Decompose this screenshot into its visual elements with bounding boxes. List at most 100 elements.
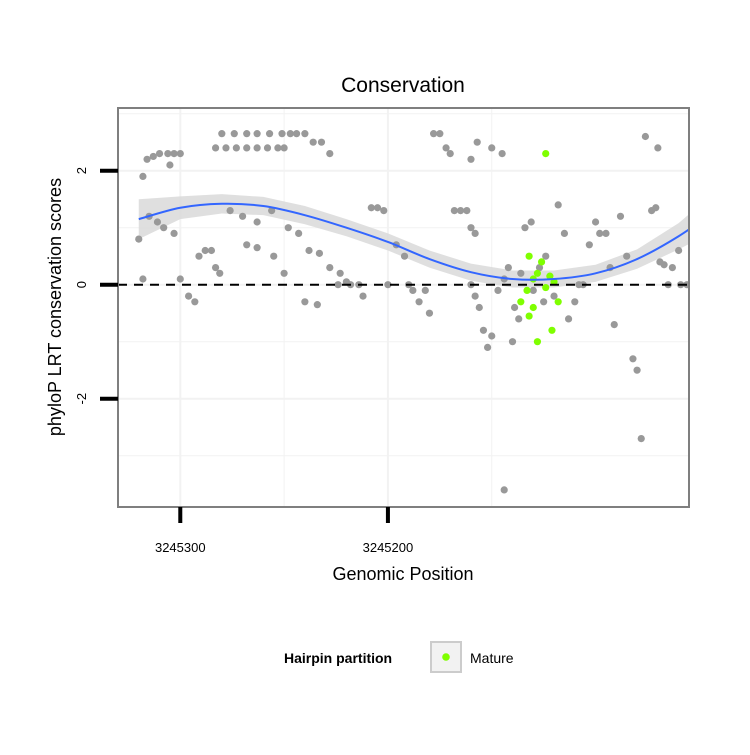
data-point-other bbox=[729, 298, 736, 305]
data-point-other bbox=[652, 204, 659, 211]
data-point-other bbox=[451, 207, 458, 214]
data-point-other bbox=[218, 130, 225, 137]
data-point-other bbox=[254, 144, 261, 151]
data-point-other bbox=[746, 241, 750, 248]
data-point-other bbox=[457, 207, 464, 214]
data-point-other bbox=[139, 275, 146, 282]
data-point-other bbox=[690, 281, 697, 288]
data-point-other bbox=[243, 144, 250, 151]
data-point-other bbox=[602, 230, 609, 237]
data-point-other bbox=[359, 293, 366, 300]
data-point-other bbox=[233, 144, 240, 151]
data-point-other bbox=[150, 153, 157, 160]
y-tick-label: 0 bbox=[74, 281, 89, 288]
data-point-other bbox=[401, 253, 408, 260]
data-point-other bbox=[430, 130, 437, 137]
data-point-other bbox=[202, 247, 209, 254]
data-point-other bbox=[463, 207, 470, 214]
data-point-other bbox=[474, 139, 481, 146]
data-point-other bbox=[733, 298, 740, 305]
data-point-other bbox=[170, 230, 177, 237]
y-tick-label: 2 bbox=[74, 167, 89, 174]
data-point-other bbox=[521, 224, 528, 231]
data-point-other bbox=[281, 144, 288, 151]
data-point-other bbox=[706, 281, 713, 288]
data-point-other bbox=[227, 207, 234, 214]
data-point-mature bbox=[530, 304, 537, 311]
data-point-other bbox=[669, 264, 676, 271]
data-point-other bbox=[717, 230, 724, 237]
data-point-other bbox=[447, 150, 454, 157]
data-point-other bbox=[334, 281, 341, 288]
data-point-other bbox=[540, 298, 547, 305]
data-point-other bbox=[185, 293, 192, 300]
data-point-other bbox=[326, 264, 333, 271]
data-point-mature bbox=[526, 312, 533, 319]
data-point-other bbox=[710, 281, 717, 288]
data-point-other bbox=[499, 150, 506, 157]
data-point-other bbox=[191, 298, 198, 305]
data-point-other bbox=[380, 207, 387, 214]
data-point-other bbox=[243, 130, 250, 137]
data-point-other bbox=[737, 315, 744, 322]
x-tick-label: 3245300 bbox=[155, 540, 206, 555]
data-point-other bbox=[654, 144, 661, 151]
legend-label-mature: Mature bbox=[470, 650, 514, 666]
data-point-other bbox=[254, 244, 261, 251]
data-point-other bbox=[326, 150, 333, 157]
data-point-other bbox=[472, 293, 479, 300]
data-point-other bbox=[281, 270, 288, 277]
data-point-mature bbox=[548, 327, 555, 334]
y-axis-title: phyloP LRT conservation scores bbox=[45, 178, 65, 436]
data-point-other bbox=[511, 304, 518, 311]
data-point-other bbox=[488, 332, 495, 339]
data-point-other bbox=[216, 270, 223, 277]
data-point-other bbox=[675, 247, 682, 254]
data-point-other bbox=[160, 224, 167, 231]
data-point-other bbox=[301, 298, 308, 305]
data-point-other bbox=[316, 250, 323, 257]
data-point-other bbox=[264, 144, 271, 151]
y-tick-label: -2 bbox=[74, 393, 89, 405]
data-point-other bbox=[426, 310, 433, 317]
data-point-other bbox=[170, 150, 177, 157]
data-point-other bbox=[422, 287, 429, 294]
data-point-other bbox=[212, 144, 219, 151]
data-point-other bbox=[741, 122, 748, 129]
x-axis-title: Genomic Position bbox=[332, 564, 473, 584]
data-point-other bbox=[301, 130, 308, 137]
data-point-other bbox=[254, 130, 261, 137]
data-point-other bbox=[305, 247, 312, 254]
data-point-other bbox=[696, 281, 703, 288]
data-point-other bbox=[494, 287, 501, 294]
data-point-mature bbox=[555, 298, 562, 305]
data-point-other bbox=[166, 161, 173, 168]
data-point-other bbox=[505, 264, 512, 271]
data-point-other bbox=[374, 204, 381, 211]
data-point-other bbox=[717, 133, 724, 140]
data-point-other bbox=[243, 241, 250, 248]
data-point-mature bbox=[542, 150, 549, 157]
data-point-other bbox=[528, 218, 535, 225]
data-point-other bbox=[436, 130, 443, 137]
data-point-other bbox=[368, 204, 375, 211]
data-point-other bbox=[721, 224, 728, 231]
x-tick-label: 3245200 bbox=[363, 540, 414, 555]
data-point-other bbox=[611, 321, 618, 328]
data-point-other bbox=[480, 327, 487, 334]
data-point-other bbox=[638, 435, 645, 442]
data-point-other bbox=[409, 287, 416, 294]
data-point-other bbox=[177, 275, 184, 282]
data-point-other bbox=[642, 133, 649, 140]
data-point-other bbox=[741, 247, 748, 254]
legend: Hairpin partition Mature bbox=[284, 642, 514, 672]
data-point-mature bbox=[526, 253, 533, 260]
data-point-other bbox=[287, 130, 294, 137]
data-point-other bbox=[660, 261, 667, 268]
data-point-mature bbox=[523, 287, 530, 294]
data-point-other bbox=[702, 281, 709, 288]
data-point-other bbox=[586, 241, 593, 248]
data-point-other bbox=[231, 130, 238, 137]
data-point-other bbox=[270, 253, 277, 260]
